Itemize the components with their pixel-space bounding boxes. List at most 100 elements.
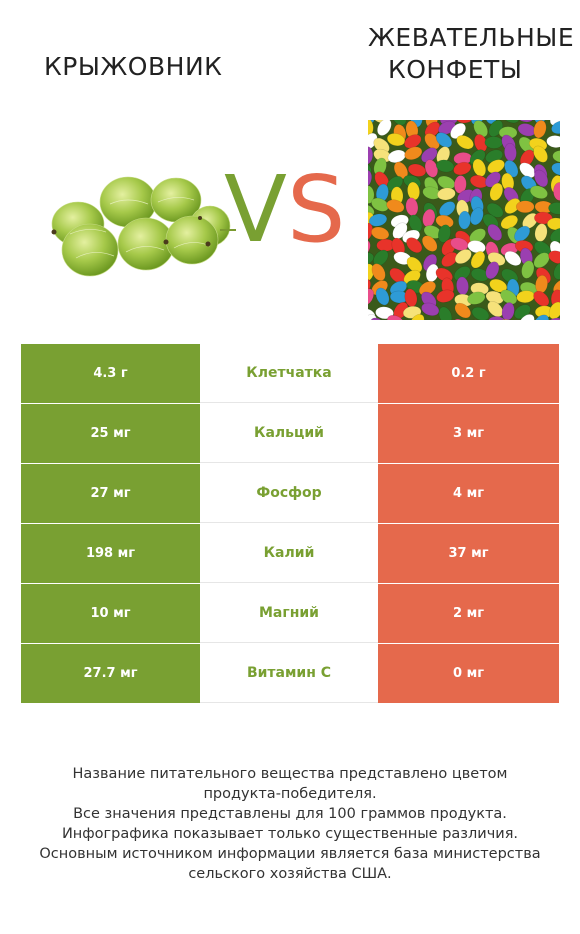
right-value: 0 мг [378, 644, 559, 703]
jelly-bean [368, 146, 374, 165]
jelly-bean [438, 201, 456, 217]
jelly-bean [420, 147, 438, 163]
jelly-bean [368, 185, 375, 204]
right-value: 2 мг [378, 584, 559, 643]
jelly-bean [504, 198, 521, 214]
jelly-bean [487, 223, 503, 241]
jelly-bean [504, 250, 522, 266]
jelly-bean [454, 302, 471, 319]
vs-v: V [224, 156, 287, 263]
right-value: 3 мг [378, 404, 559, 463]
jelly-bean [518, 314, 535, 320]
jelly-bean [533, 314, 550, 320]
jelly-bean [533, 252, 550, 269]
nutrient-row: 10 мг Магний 2 мг [21, 584, 559, 644]
jelly-bean [368, 169, 373, 188]
jelly-bean [404, 146, 423, 161]
nutrient-row: 27 мг Фосфор 4 мг [21, 464, 559, 524]
jelly-bean [551, 162, 560, 176]
left-product-title: КРЫЖОВНИК [44, 52, 223, 81]
nutrient-name: Калий [200, 524, 378, 583]
jelly-bean [456, 135, 474, 150]
jelly-bean [372, 120, 391, 124]
jelly-bean [368, 288, 375, 306]
jelly-bean [473, 120, 488, 138]
jelly-bean [546, 135, 560, 148]
footer-line: продукта-победителя. [203, 786, 377, 802]
jelly-bean [368, 239, 371, 257]
jelly-bean [487, 301, 504, 318]
jelly-bean [441, 251, 458, 267]
gooseberry-image [51, 176, 236, 277]
jelly-bean [489, 278, 508, 293]
jelly-bean [504, 159, 519, 178]
jelly-bean [470, 251, 486, 269]
jelly-bean [409, 313, 425, 320]
jelly-bean [500, 289, 518, 305]
jelly-bean [534, 169, 549, 188]
vs-s: S [286, 156, 346, 263]
jelly-bean [435, 132, 453, 148]
left-value: 4.3 г [21, 344, 200, 403]
jelly-bean [450, 122, 466, 139]
jelly-bean [519, 162, 536, 178]
jelly-bean [487, 316, 507, 320]
jelly-bean [470, 207, 484, 226]
jelly-bean [375, 306, 394, 320]
jelly-bean [368, 252, 375, 266]
right-value: 0.2 г [378, 344, 559, 403]
jelly-bean [501, 302, 515, 320]
right-value: 4 мг [378, 464, 559, 523]
jelly-bean [533, 290, 550, 307]
jelly-bean [453, 265, 471, 281]
jelly-bean [548, 301, 560, 320]
jelly-bean [553, 262, 560, 280]
nutrient-row: 198 мг Калий 37 мг [21, 524, 559, 584]
jelly-bean [489, 182, 504, 201]
jelly-bean [470, 120, 486, 125]
jelly-bean [546, 317, 560, 320]
jelly-bean [371, 197, 389, 212]
jelly-bean [438, 306, 453, 320]
jelly-bean [469, 228, 486, 244]
nutrient-table: 4.3 г Клетчатка 0.2 г 25 мг Кальций 3 мг 27 мг… [21, 344, 559, 704]
nutrient-name: Фосфор [200, 464, 378, 523]
nutrient-name: Кальций [200, 404, 378, 463]
jelly-bean [436, 289, 455, 303]
jelly-bean [386, 199, 405, 213]
left-value: 198 мг [21, 524, 200, 583]
jelly-bean [502, 120, 520, 124]
footer-line: Основным источником информации является … [39, 846, 541, 862]
jelly-beans-image [368, 120, 560, 320]
jelly-bean [404, 134, 422, 149]
jelly-bean [454, 175, 467, 194]
jelly-bean [533, 120, 547, 139]
footer-line: сельского хозяйства США. [188, 866, 392, 882]
nutrient-name: Клетчатка [200, 344, 378, 403]
jelly-bean [407, 163, 427, 177]
jelly-bean [371, 263, 386, 282]
jelly-bean [454, 249, 472, 264]
jelly-bean [551, 120, 560, 135]
left-value: 27 мг [21, 464, 200, 523]
jelly-bean [472, 158, 487, 177]
footer-line: Название питательного вещества представл… [72, 766, 508, 782]
jelly-bean [386, 314, 405, 320]
jelly-bean [435, 159, 455, 173]
jelly-bean [548, 250, 560, 265]
jelly-bean [485, 261, 500, 280]
jelly-bean [467, 291, 486, 305]
nutrient-row: 25 мг Кальций 3 мг [21, 404, 559, 464]
jelly-bean [487, 159, 505, 174]
footer-note: Название питательного вещества представл… [0, 764, 580, 884]
jelly-bean [471, 306, 490, 320]
right-title-line2: КОНФЕТЫ [388, 55, 523, 84]
right-value: 37 мг [378, 524, 559, 583]
jelly-bean [437, 224, 451, 243]
jelly-bean [548, 201, 560, 215]
jelly-bean [549, 227, 560, 243]
footer-line: Все значения представлены для 100 граммо… [73, 806, 507, 822]
left-value: 10 мг [21, 584, 200, 643]
jelly-bean [453, 161, 472, 176]
